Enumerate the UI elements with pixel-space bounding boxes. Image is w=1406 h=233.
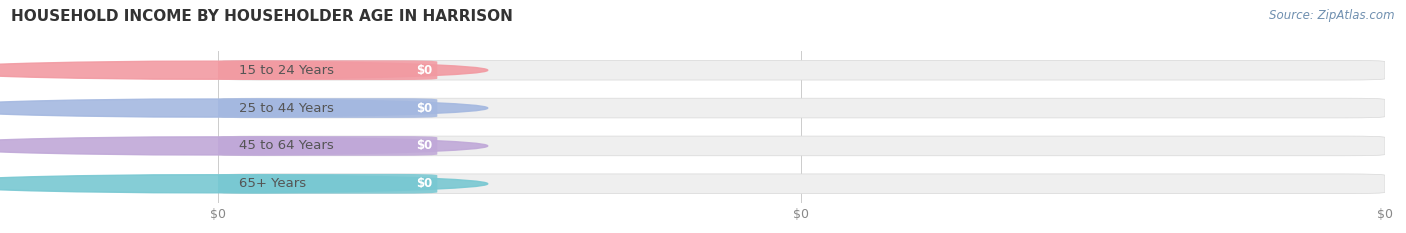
Text: $0: $0: [416, 64, 433, 77]
FancyBboxPatch shape: [218, 60, 437, 80]
Text: 65+ Years: 65+ Years: [239, 177, 307, 190]
FancyBboxPatch shape: [218, 174, 1385, 194]
Circle shape: [0, 175, 488, 193]
Text: 45 to 64 Years: 45 to 64 Years: [239, 139, 333, 152]
Text: HOUSEHOLD INCOME BY HOUSEHOLDER AGE IN HARRISON: HOUSEHOLD INCOME BY HOUSEHOLDER AGE IN H…: [11, 9, 513, 24]
Text: 15 to 24 Years: 15 to 24 Years: [239, 64, 335, 77]
Text: $0: $0: [416, 177, 433, 190]
Circle shape: [0, 61, 488, 79]
FancyBboxPatch shape: [218, 98, 437, 118]
FancyBboxPatch shape: [218, 174, 437, 194]
FancyBboxPatch shape: [218, 136, 1385, 156]
Text: $0: $0: [416, 139, 433, 152]
Text: Source: ZipAtlas.com: Source: ZipAtlas.com: [1270, 9, 1395, 22]
Circle shape: [0, 137, 488, 155]
FancyBboxPatch shape: [218, 60, 1385, 80]
FancyBboxPatch shape: [218, 98, 1385, 118]
FancyBboxPatch shape: [218, 136, 437, 156]
Text: 25 to 44 Years: 25 to 44 Years: [239, 102, 333, 115]
Text: $0: $0: [416, 102, 433, 115]
Circle shape: [0, 99, 488, 117]
